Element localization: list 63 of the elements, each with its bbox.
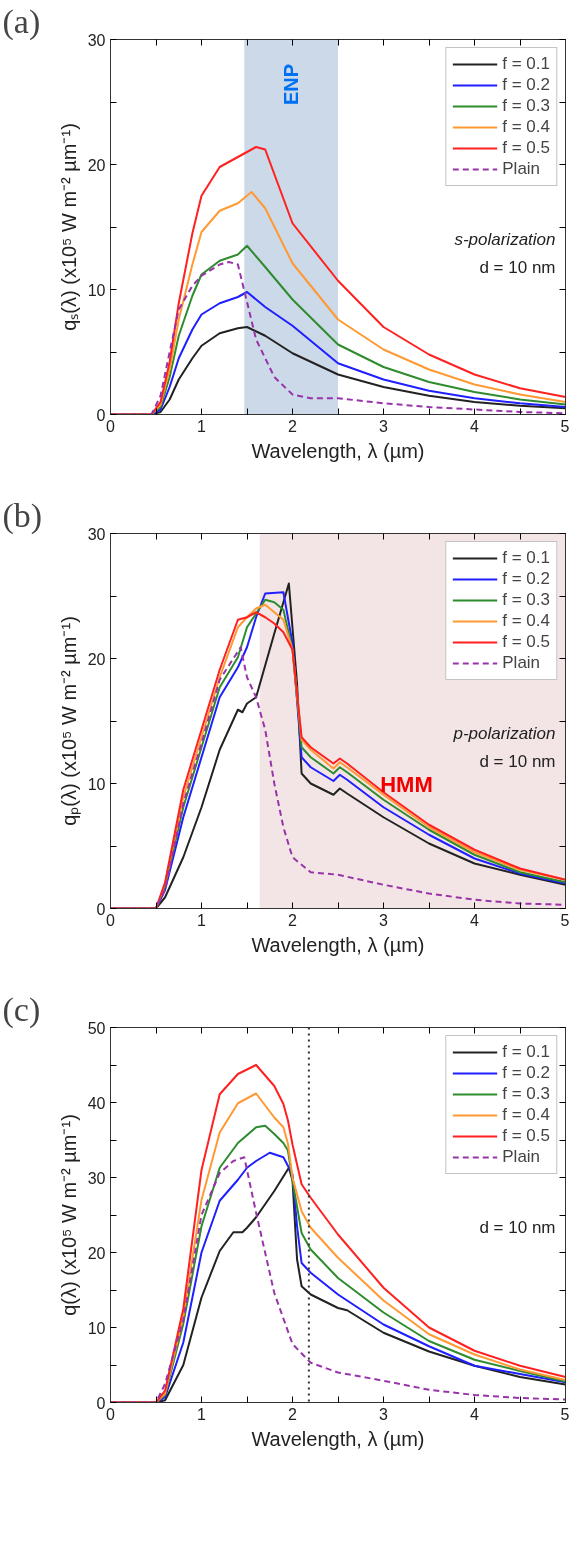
legend-label: f = 0.5 xyxy=(502,1126,550,1146)
x-tick-label: 4 xyxy=(470,911,480,929)
x-tick-label: 5 xyxy=(560,1405,570,1423)
annotation: d = 10 nm xyxy=(479,1218,556,1237)
x-tick-label: 3 xyxy=(379,1405,389,1423)
x-tick-label: 1 xyxy=(197,911,207,929)
chart-title: (a) xyxy=(2,2,41,41)
x-tick-label: 5 xyxy=(560,911,570,929)
y-tick-label: 50 xyxy=(87,1019,106,1037)
legend-label: f = 0.4 xyxy=(502,117,550,137)
y-tick-label: 0 xyxy=(96,406,106,424)
annotation: s-polarization xyxy=(454,230,556,249)
x-tick-label: 2 xyxy=(288,417,298,435)
x-tick-label: 2 xyxy=(288,911,298,929)
y-tick-label: 20 xyxy=(87,1244,106,1262)
x-tick-label: 3 xyxy=(379,911,389,929)
legend-label: f = 0.2 xyxy=(502,75,550,95)
legend-label: f = 0.5 xyxy=(502,632,550,652)
y-tick-label: 20 xyxy=(87,156,106,174)
legend-label: f = 0.4 xyxy=(502,611,550,631)
x-axis-title: Wavelength, λ (µm) xyxy=(251,439,425,462)
legend-label: f = 0.3 xyxy=(502,590,550,610)
legend-label: f = 0.3 xyxy=(502,1084,550,1104)
y-tick-label: 0 xyxy=(96,1394,106,1412)
y-tick-label: 30 xyxy=(87,1169,106,1187)
legend-label: f = 0.5 xyxy=(502,138,550,158)
chart-title: (b) xyxy=(2,496,43,535)
y-tick-label: 30 xyxy=(87,31,106,49)
band-label: ENP xyxy=(280,63,303,106)
legend-label: Plain xyxy=(502,653,541,673)
legend-label: f = 0.3 xyxy=(502,96,550,116)
x-tick-label: 1 xyxy=(197,1405,207,1423)
legend-label: Plain xyxy=(502,159,541,179)
y-tick-label: 40 xyxy=(87,1094,106,1112)
y-axis-title: qₛ(λ) (x10⁵ W m⁻² µm⁻¹) xyxy=(57,123,80,331)
y-tick-label: 30 xyxy=(87,525,106,543)
y-axis-title: qₚ(λ) (x10⁵ W m⁻² µm⁻¹) xyxy=(57,616,81,826)
y-tick-label: 10 xyxy=(87,1319,106,1337)
legend-label: f = 0.1 xyxy=(502,54,550,74)
chart-title: (c) xyxy=(2,990,41,1029)
x-tick-label: 2 xyxy=(288,1405,298,1423)
annotation: d = 10 nm xyxy=(479,258,556,277)
x-tick-label: 5 xyxy=(560,417,570,435)
legend-label: Plain xyxy=(502,1147,541,1167)
x-axis-title: Wavelength, λ (µm) xyxy=(251,1427,425,1450)
legend-label: f = 0.4 xyxy=(502,1105,550,1125)
legend-label: f = 0.2 xyxy=(502,569,550,589)
x-tick-label: 4 xyxy=(470,417,480,435)
x-tick-label: 4 xyxy=(470,1405,480,1423)
legend-label: f = 0.2 xyxy=(502,1063,550,1083)
annotation: p-polarization xyxy=(452,724,556,743)
y-axis-title: q(λ) (x10⁵ W m⁻² µm⁻¹) xyxy=(57,1114,80,1316)
annotation: d = 10 nm xyxy=(479,752,556,771)
y-tick-label: 10 xyxy=(87,775,106,793)
legend-label: f = 0.1 xyxy=(502,1042,550,1062)
y-tick-label: 0 xyxy=(96,900,106,918)
y-tick-label: 10 xyxy=(87,281,106,299)
band-label: HMM xyxy=(380,772,433,798)
x-tick-label: 3 xyxy=(379,417,389,435)
x-axis-title: Wavelength, λ (µm) xyxy=(251,933,425,956)
x-tick-label: 1 xyxy=(197,417,207,435)
y-tick-label: 20 xyxy=(87,650,106,668)
legend-label: f = 0.1 xyxy=(502,548,550,568)
